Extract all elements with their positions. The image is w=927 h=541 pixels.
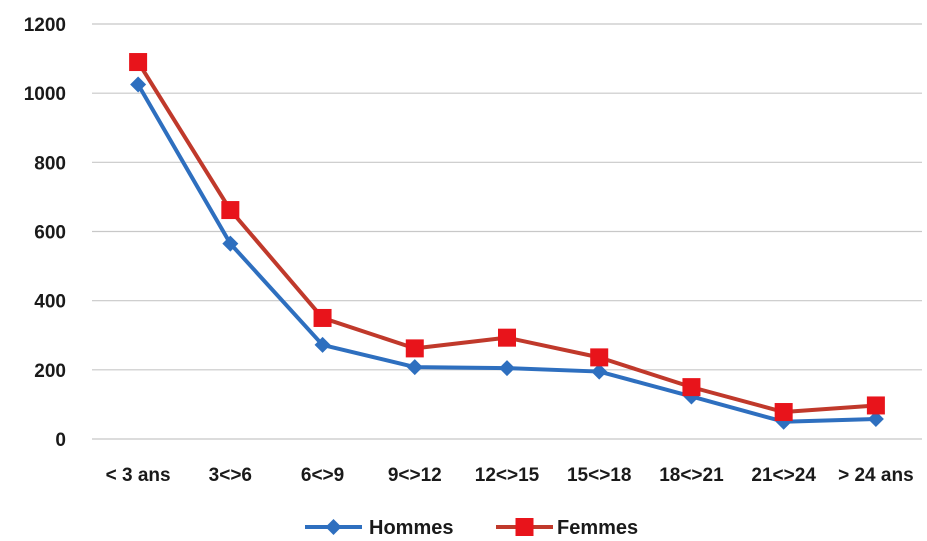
y-tick-label: 1000 [24,84,66,105]
x-tick-label: 6<>9 [301,465,344,486]
x-tick-label: 15<>18 [567,465,631,486]
data-point-femmes [221,201,240,220]
series-femmes [129,53,885,422]
y-tick-label: 400 [34,292,66,313]
y-tick-label: 600 [34,223,66,244]
legend-label: Hommes [369,517,453,539]
y-tick-label: 0 [55,430,66,451]
x-tick-label: 12<>15 [475,465,540,486]
data-point-femmes [866,396,885,415]
gridlines [92,23,922,440]
x-tick-label: 9<>12 [388,465,442,486]
data-point-hommes [591,363,608,380]
legend-marker [325,519,342,535]
data-point-hommes [867,410,884,427]
data-point-femmes [313,308,332,327]
x-axis-tick-labels: < 3 ans 3<>6 6<>9 9<>12 12<>15 15<>18 18<>21 21… [106,465,914,486]
data-point-hommes [499,360,515,377]
x-tick-label: > 24 ans [838,465,914,486]
legend-item-hommes: Hommes [305,517,453,539]
data-point-femmes [774,403,793,422]
series-line-femmes [136,60,877,415]
data-point-femmes [405,339,424,358]
x-tick-label: 21<>24 [751,465,816,486]
x-tick-label: 3<>6 [209,465,252,486]
data-point-hommes [222,235,239,252]
data-point-hommes [314,336,331,353]
x-tick-label: 18<>21 [659,465,724,486]
legend-marker [515,518,534,536]
series-hommes [130,76,884,430]
data-point-femmes [682,378,701,397]
y-tick-label: 800 [34,153,66,174]
data-point-femmes [590,348,609,367]
x-tick-label: < 3 ans [106,465,171,486]
data-point-hommes [130,76,147,93]
data-point-hommes [406,359,423,376]
data-point-femmes [498,328,516,347]
legend-item-femmes: Femmes [496,517,638,539]
y-axis-tick-labels: 0 200 400 600 800 1000 1200 [24,15,66,451]
y-tick-label: 1200 [24,15,66,36]
legend: Hommes Femmes [305,517,638,539]
data-point-femmes [129,53,148,72]
y-tick-label: 200 [34,361,66,382]
legend-label: Femmes [557,517,638,539]
series-layer [129,53,885,430]
